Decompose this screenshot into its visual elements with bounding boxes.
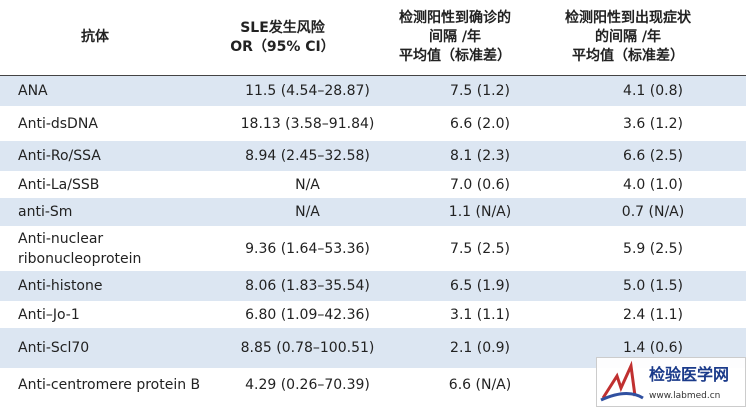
- header-cell: 抗体: [0, 28, 190, 47]
- table-cell: 3.1 (1.1): [450, 306, 510, 323]
- watermark-title: 检验医学网: [649, 365, 729, 384]
- table-cell: 9.36 (1.64–53.36): [245, 240, 370, 257]
- table-cell: 2.1 (0.9): [450, 340, 510, 356]
- cell-line: Anti-dsDNA: [18, 115, 98, 132]
- table-cell: 4.29 (0.26–70.39): [245, 376, 370, 393]
- header-cell: 检测阳性到出现症状 的间隔 /年平均值（标准差）: [535, 9, 721, 66]
- cell-line: ribonucleoprotein: [18, 250, 142, 267]
- table-cell: 5.9 (2.5): [623, 240, 683, 257]
- cell-line: 检测阳性到出现症状: [565, 10, 691, 26]
- cell-line: Anti-La/SSB: [18, 176, 100, 193]
- table-cell: 6.6 (N/A): [448, 376, 512, 393]
- table-cell: 8.06 (1.83–35.54): [245, 278, 370, 294]
- table-cell: Anti-dsDNA: [0, 114, 215, 134]
- cell-line: 的间隔 /年: [595, 29, 661, 45]
- table-row: Anti-La/SSB N/A 7.0 (0.6) 4.0 (1.0): [0, 171, 746, 198]
- table-row: Anti-histone 8.06 (1.83–35.54) 6.5 (1.9) 5.…: [0, 271, 746, 301]
- header-cell: 检测阳性到确诊的 间隔 /年平均值（标准差）: [375, 9, 535, 66]
- table-row: Anti-nuclear ribonucleoprotein 9.36 (1.64–…: [0, 226, 746, 271]
- cell-line: SLE发生风险: [240, 19, 325, 36]
- logo-mark: [601, 360, 637, 399]
- cell-line: Anti-nuclear: [18, 230, 104, 247]
- table-cell: 8.1 (2.3): [450, 148, 510, 164]
- cell-line: Anti-histone: [18, 278, 103, 294]
- watermark-logo: 检验医学网 www.labmed.cn: [600, 360, 729, 402]
- table-cell: 6.5 (1.9): [450, 278, 510, 294]
- table-row: Anti-Scl70 8.85 (0.78–100.51) 2.1 (0.9) 1.4…: [0, 328, 746, 368]
- cell-line: 间隔 /年: [429, 29, 481, 45]
- table-cell: 7.0 (0.6): [450, 176, 510, 193]
- table-cell: ANA: [0, 81, 215, 101]
- cell-line: 抗体: [81, 29, 109, 45]
- table-cell: 4.1 (0.8): [623, 83, 683, 99]
- header-row: 抗体 SLE发生风险 OR（95% CI） 检测阳性到确诊的 间隔 /年平均值（标准差）…: [0, 0, 746, 76]
- header-cell: SLE发生风险 OR（95% CI）: [190, 19, 375, 57]
- cell-line: Anti-centromere protein B: [18, 376, 201, 393]
- table-cell: 18.13 (3.58–91.84): [240, 115, 375, 132]
- cell-line: 平均值（标准差）: [399, 48, 511, 64]
- table-cell: Anti-histone: [0, 276, 215, 296]
- table-cell: 8.85 (0.78–100.51): [240, 340, 375, 356]
- table-cell: 2.4 (1.1): [623, 306, 683, 323]
- table-cell: 7.5 (1.2): [450, 83, 510, 99]
- table-cell: 0.7 (N/A): [621, 204, 685, 220]
- watermark-url: www.labmed.cn: [649, 391, 720, 401]
- table-cell: 7.5 (2.5): [450, 240, 510, 257]
- table-cell: Anti-Scl70: [0, 338, 215, 358]
- table-row: Anti-centromere protein B 4.29 (0.26–70.3…: [0, 368, 746, 401]
- table-cell: 5.0 (1.5): [623, 278, 683, 294]
- table-cell: 6.80 (1.09–42.36): [245, 306, 370, 323]
- table-cell: N/A: [295, 204, 320, 220]
- table-row: Anti-dsDNA 18.13 (3.58–91.84) 6.6 (2.0) 3.6…: [0, 106, 746, 141]
- logo-swoosh: [600, 392, 644, 402]
- table-cell: 1.4 (0.6): [623, 340, 683, 356]
- cell-line: 平均值（标准差）: [572, 48, 684, 64]
- cell-line: 检测阳性到确诊的: [399, 10, 511, 26]
- table-cell: Anti-nuclear ribonucleoprotein: [0, 229, 215, 269]
- table-cell: Anti-La/SSB: [0, 175, 215, 195]
- table-cell: 8.94 (2.45–32.58): [245, 148, 370, 164]
- cell-line: Anti-Scl70: [18, 340, 90, 356]
- table-cell: Anti–Jo-1: [0, 305, 215, 325]
- table-cell: 1.1 (N/A): [448, 204, 512, 220]
- table-cell: Anti-centromere protein B: [0, 375, 215, 395]
- table: 抗体 SLE发生风险 OR（95% CI） 检测阳性到确诊的 间隔 /年平均值（标准差）…: [0, 0, 746, 401]
- table-cell: 3.6 (1.2): [623, 115, 683, 132]
- table-row: Anti–Jo-1 6.80 (1.09–42.36) 3.1 (1.1) 2.4 (…: [0, 301, 746, 328]
- watermark: 检验医学网 www.labmed.cn: [596, 357, 746, 407]
- cell-line: ANA: [18, 83, 48, 99]
- table-cell: 11.5 (4.54–28.87): [245, 83, 370, 99]
- table-cell: 6.6 (2.0): [450, 115, 510, 132]
- table-cell: N/A: [295, 176, 320, 193]
- cell-line: Anti–Jo-1: [18, 306, 80, 323]
- cell-line: anti-Sm: [18, 204, 73, 220]
- table-cell: 6.6 (2.5): [623, 148, 683, 164]
- cell-line: OR（95% CI）: [230, 38, 335, 55]
- table-cell: Anti-Ro/SSA: [0, 146, 215, 166]
- table-cell: 4.0 (1.0): [623, 176, 683, 193]
- table-row: anti-Sm N/A 1.1 (N/A) 0.7 (N/A): [0, 198, 746, 226]
- table-row: ANA 11.5 (4.54–28.87) 7.5 (1.2) 4.1 (0.8): [0, 76, 746, 106]
- table-row: Anti-Ro/SSA 8.94 (2.45–32.58) 8.1 (2.3) 6.6…: [0, 141, 746, 171]
- cell-line: Anti-Ro/SSA: [18, 148, 101, 164]
- table-cell: anti-Sm: [0, 202, 215, 222]
